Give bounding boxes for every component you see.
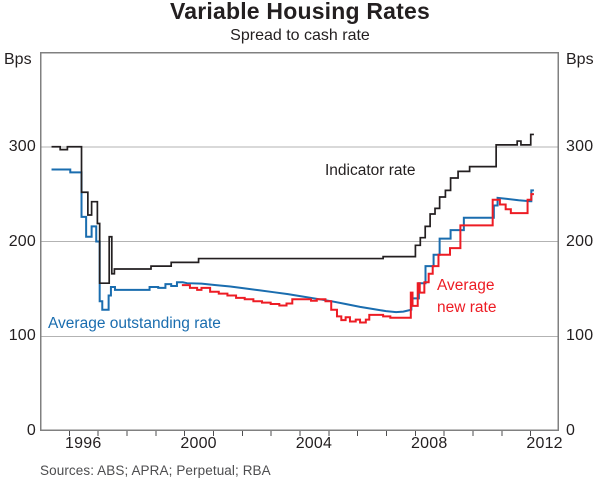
y-axis-unit-right: Bps <box>566 51 594 68</box>
y-tick-label-left-100: 100 <box>8 327 36 345</box>
x-tick-label-2000: 2000 <box>180 435 217 452</box>
series-line-indicator-rate <box>51 133 534 285</box>
x-tick-label-1996: 1996 <box>65 435 102 452</box>
y-tick-label-right-100: 100 <box>566 327 594 345</box>
y-tick-label-left-300: 300 <box>8 137 36 155</box>
y-tick-label-left-0: 0 <box>26 422 36 439</box>
chart-subtitle: Spread to cash rate <box>230 27 370 44</box>
plot-area <box>40 52 559 436</box>
x-tick-label-2004: 2004 <box>295 435 333 452</box>
chart-title: Variable Housing Rates <box>169 0 431 24</box>
y-axis-unit-left: Bps <box>4 51 32 68</box>
y-tick-label-right-0: 0 <box>566 422 576 439</box>
sources-note: Sources: ABS; APRA; Perpetual; RBA <box>40 463 271 478</box>
x-tick-label-2012: 2012 <box>526 435 563 452</box>
average-outstanding-rate-label: Average outstanding rate <box>48 315 221 332</box>
average-new-rate-label: Average new rate <box>437 277 497 316</box>
series-line-average-outstanding-rate <box>51 168 534 314</box>
series-line-average-new-rate <box>181 193 534 324</box>
y-tick-label-left-200: 200 <box>8 232 36 250</box>
x-tick-label-2008: 2008 <box>411 435 448 452</box>
y-tick-label-right-200: 200 <box>566 232 594 250</box>
indicator-rate-label: Indicator rate <box>325 162 416 179</box>
y-tick-label-right-300: 300 <box>566 137 594 155</box>
plot-frame <box>40 52 559 431</box>
